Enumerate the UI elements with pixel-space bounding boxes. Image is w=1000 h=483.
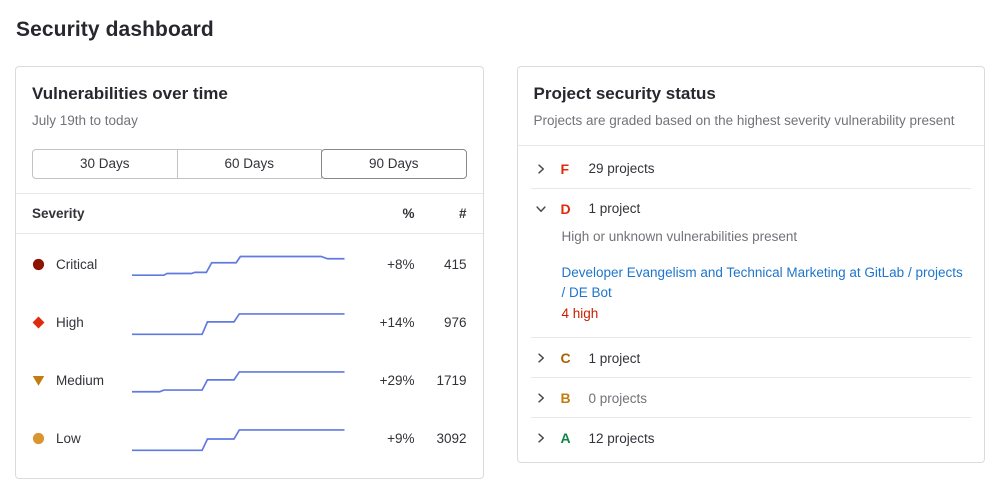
divider [530, 377, 971, 379]
project-security-status-card: Project security status Projects are gra… [516, 66, 985, 464]
grade-block-b: B 0 projects [518, 378, 985, 417]
severity-percent-change: +29% [379, 373, 415, 389]
severity-count: 3092 [436, 431, 467, 447]
day-range-button-group: 30 Days 60 Days 90 Days [32, 148, 467, 179]
low-sparkline-chart [132, 422, 345, 456]
severity-label: Medium [56, 373, 105, 389]
grade-f-toggle[interactable]: F 29 projects [518, 149, 985, 188]
severity-label: Critical [56, 257, 98, 273]
severity-row-low: Low +9% 3092 [32, 410, 467, 468]
chevron-right-icon [537, 353, 544, 363]
divider [530, 187, 971, 189]
percent-column-header: % [402, 205, 415, 221]
severity-count: 1719 [436, 373, 467, 389]
severity-rows: Critical +8% 415 High +14% 976 [16, 234, 483, 478]
severity-percent-change: +8% [387, 257, 415, 273]
day-range-selector: 30 Days 60 Days 90 Days [16, 130, 483, 193]
project-status-card-header: Project security status Projects are gra… [517, 67, 984, 146]
range-90-days-button[interactable]: 90 Days [321, 148, 467, 179]
grade-project-count: 1 project [588, 201, 641, 217]
vulnerabilities-card-header: Vulnerabilities over time July 19th to t… [16, 67, 483, 130]
grade-description: High or unknown vulnerabilities present [561, 228, 798, 244]
chevron-right-icon [537, 163, 544, 174]
grade-c-toggle[interactable]: C 1 project [518, 338, 985, 377]
range-30-days-button[interactable]: 30 Days [32, 148, 178, 179]
grade-b-toggle[interactable]: B 0 projects [518, 378, 985, 417]
critical-sparkline-chart [132, 248, 345, 282]
count-column-header: # [458, 205, 467, 221]
severity-label: Low [56, 431, 81, 447]
severity-percent-change: +9% [387, 431, 415, 447]
grade-letter: A [560, 430, 571, 447]
high-sparkline-chart [132, 306, 345, 340]
medium-sparkline-chart [132, 364, 345, 398]
grade-letter: C [560, 350, 571, 367]
project-status-card-subtitle: Projects are graded based on the highest… [533, 113, 955, 128]
grade-block-d: D 1 project High or unknown vulnerabilit… [518, 189, 985, 338]
grade-letter: D [560, 200, 571, 217]
grade-block-a: A 12 projects [518, 418, 985, 457]
low-severity-icon [32, 432, 45, 445]
grade-block-f: F 29 projects [518, 149, 985, 188]
chevron-down-icon [535, 205, 546, 212]
severity-count: 415 [443, 257, 467, 273]
severity-label: High [56, 315, 84, 331]
vulnerabilities-over-time-card: Vulnerabilities over time July 19th to t… [15, 66, 484, 479]
page-title: Security dashboard [16, 18, 214, 41]
vulnerabilities-card-title: Vulnerabilities over time [32, 84, 228, 103]
grade-block-c: C 1 project [518, 338, 985, 377]
critical-severity-icon [32, 258, 45, 271]
vulnerability-count-badge: 4 high [561, 306, 599, 322]
severity-row-critical: Critical +8% 415 [32, 236, 467, 294]
grade-a-toggle[interactable]: A 12 projects [518, 418, 985, 457]
grade-accordion: F 29 projects D 1 project High or unknow… [518, 146, 985, 463]
divider [530, 337, 971, 339]
divider [530, 417, 971, 419]
grade-project-count: 1 project [588, 350, 641, 366]
severity-table-header: Severity % # [16, 192, 483, 234]
severity-column-header: Severity [32, 205, 85, 221]
dashboard-panels: Vulnerabilities over time July 19th to t… [15, 66, 985, 479]
grade-project-count: 12 projects [588, 430, 655, 446]
project-status-card-title: Project security status [533, 84, 716, 103]
severity-row-medium: Medium +29% 1719 [32, 352, 467, 410]
severity-percent-change: +14% [379, 315, 415, 331]
high-severity-icon [32, 316, 45, 329]
severity-row-high: High +14% 976 [32, 294, 467, 352]
chevron-right-icon [537, 433, 544, 443]
project-link[interactable]: Developer Evangelism and Technical Marke… [561, 264, 963, 301]
grade-d-toggle[interactable]: D 1 project [518, 189, 985, 228]
vulnerabilities-date-range: July 19th to today [32, 113, 138, 128]
range-60-days-button[interactable]: 60 Days [176, 148, 322, 179]
chevron-right-icon [537, 393, 544, 403]
grade-project-count: 0 projects [588, 390, 648, 406]
severity-count: 976 [443, 315, 467, 331]
medium-severity-icon [32, 376, 45, 386]
grade-project-count: 29 projects [588, 161, 655, 177]
grade-letter: F [560, 160, 570, 177]
grade-d-details: High or unknown vulnerabilities present … [518, 228, 985, 338]
grade-letter: B [560, 390, 571, 407]
